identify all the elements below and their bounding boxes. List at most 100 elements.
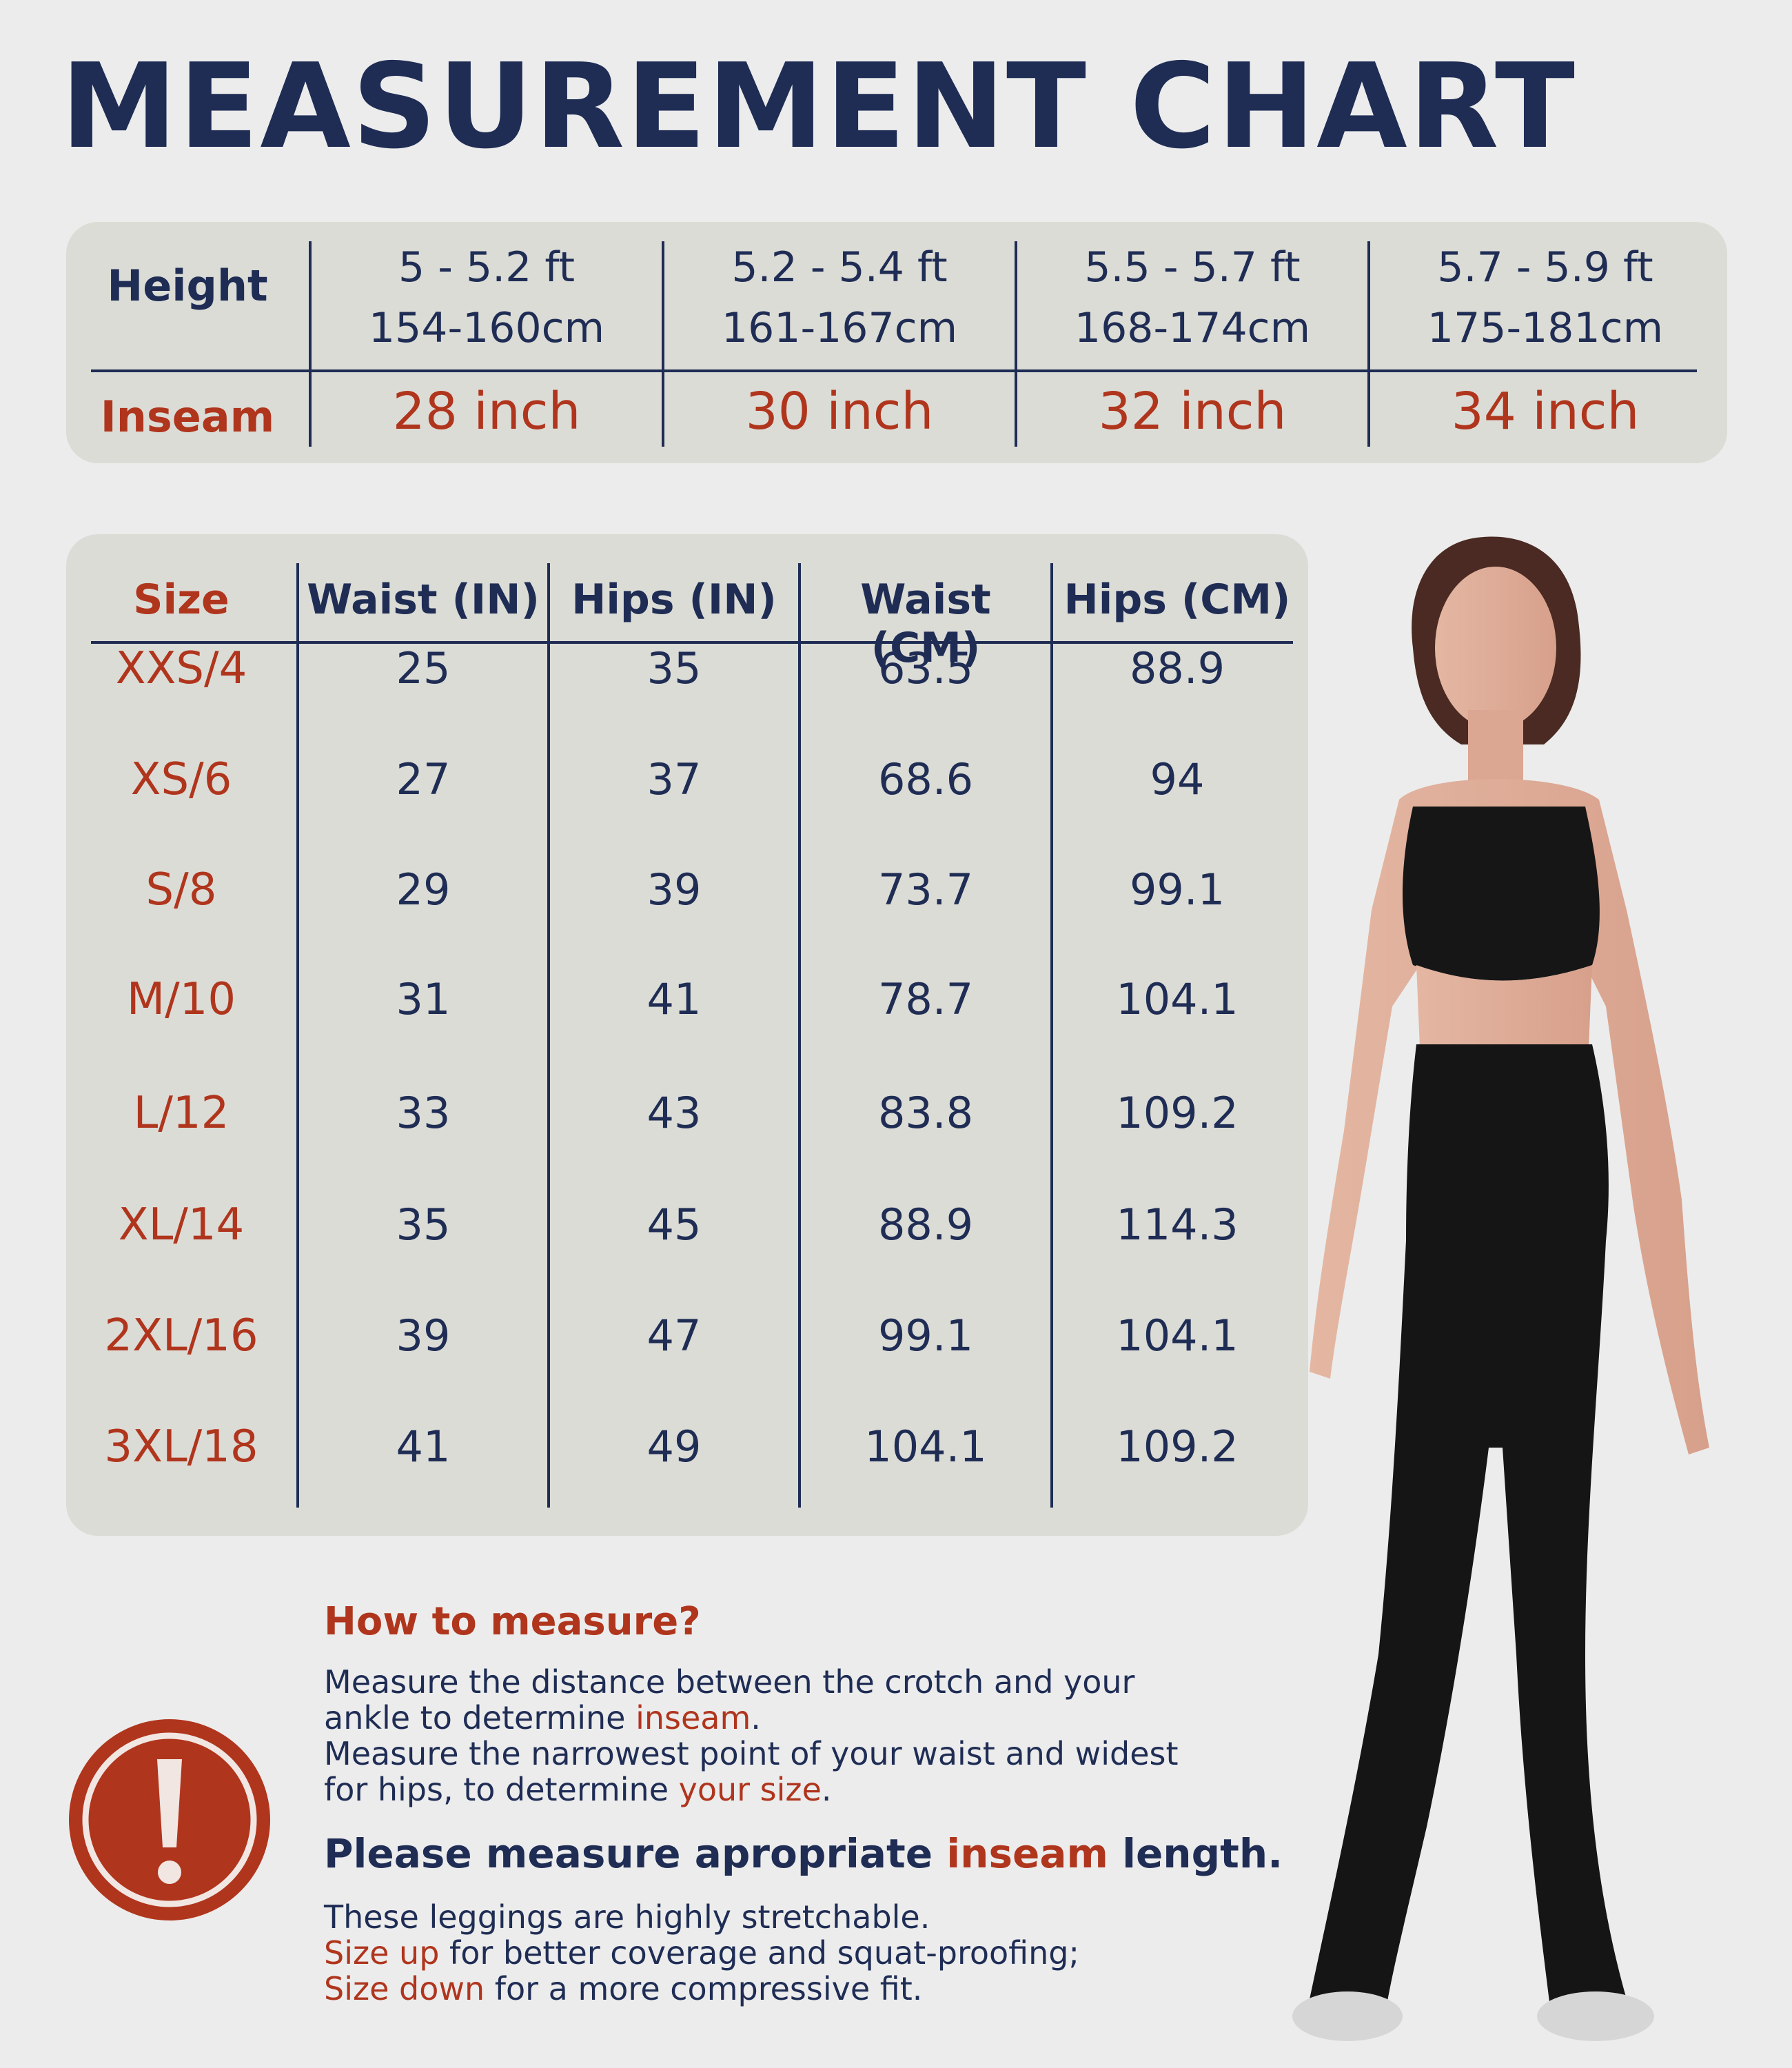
- hips-in-cell: 39: [646, 864, 702, 915]
- inseam-value: 34 inch: [1451, 382, 1640, 441]
- waist-in-cell: 39: [396, 1310, 451, 1361]
- instruction-line: Measure the narrowest point of your wais…: [324, 1735, 1179, 1772]
- instruction-line: ankle to determine inseam.: [324, 1700, 1192, 1736]
- height-ft: 5 - 5.2 ft: [398, 243, 576, 292]
- height-cm: 175-181cm: [1427, 304, 1664, 352]
- waist-cm-header: Waist (CM): [860, 576, 991, 672]
- hips-cm-cell: 99.1: [1129, 864, 1225, 915]
- hips-in-cell: 49: [646, 1421, 702, 1472]
- height-cm: 168-174cm: [1074, 304, 1311, 352]
- height-range: 5.2 - 5.4 ft 161-167cm: [664, 237, 1015, 358]
- text-part: for better coverage and squat-proofing;: [439, 1934, 1080, 1971]
- hips-cm-cell: 104.1: [1116, 1310, 1239, 1361]
- hips-in-cell: 35: [646, 643, 702, 693]
- table-divider: [91, 369, 1697, 372]
- hips-in-cell: 37: [646, 754, 702, 804]
- column-divider: [798, 563, 801, 1508]
- size-cell: L/12: [133, 1088, 230, 1139]
- your-size-highlight: your size: [678, 1771, 822, 1808]
- waist-in-cell: 31: [396, 974, 451, 1024]
- waist-cm-cell: 104.1: [864, 1421, 987, 1472]
- size-header: Size: [133, 576, 230, 624]
- size-cell: XS/6: [130, 754, 232, 805]
- text-part: for a more compressive fit.: [485, 1970, 923, 2007]
- column-divider: [296, 563, 299, 1508]
- text-part: Please measure apropriate: [324, 1830, 947, 1877]
- waist-cm-cell: 83.8: [877, 1088, 974, 1138]
- inseam-value: 30 inch: [745, 382, 934, 441]
- table-divider: [91, 641, 1293, 644]
- size-table: Size Waist (IN) Hips (IN) Waist (CM) Hip…: [66, 534, 1308, 1536]
- inseam-value: 32 inch: [1098, 382, 1287, 441]
- height-ft: 5.7 - 5.9 ft: [1437, 243, 1653, 292]
- column-divider: [547, 563, 550, 1508]
- text-part: length.: [1108, 1830, 1283, 1877]
- size-up-highlight: Size up: [324, 1934, 440, 1971]
- size-cell: M/10: [126, 974, 236, 1025]
- size-cell: 2XL/16: [104, 1310, 258, 1361]
- height-ft: 5.5 - 5.7 ft: [1084, 243, 1301, 292]
- text-part: ankle to determine: [324, 1699, 636, 1736]
- instruction-line: Measure the distance between the crotch …: [324, 1663, 1135, 1701]
- page-title: MEASUREMENT CHART: [61, 39, 1576, 175]
- hips-in-cell: 47: [646, 1310, 702, 1361]
- hips-cm-cell: 94: [1150, 754, 1205, 804]
- hips-cm-cell: 114.3: [1116, 1199, 1239, 1250]
- hips-in-cell: 41: [646, 974, 702, 1024]
- height-range: 5 - 5.2 ft 154-160cm: [312, 237, 662, 358]
- hips-cm-cell: 104.1: [1116, 974, 1239, 1024]
- height-range: 5.7 - 5.9 ft 175-181cm: [1370, 237, 1720, 358]
- waist-in-header: Waist (IN): [307, 576, 540, 624]
- column-divider: [662, 241, 664, 447]
- text-part: .: [821, 1771, 832, 1808]
- hips-in-cell: 43: [646, 1088, 702, 1138]
- model-photo: [1292, 536, 1709, 2041]
- how-to-measure-text: Measure the distance between the crotch …: [324, 1664, 1192, 1807]
- inseam-notice: Please measure apropriate inseam length.: [324, 1830, 1283, 1877]
- height-range: 5.5 - 5.7 ft 168-174cm: [1017, 237, 1367, 358]
- waist-cm-cell: 68.6: [877, 754, 974, 804]
- size-cell: 3XL/18: [104, 1421, 258, 1472]
- height-inseam-table: Height Inseam 5 - 5.2 ft 154-160cm 5.2 -…: [66, 222, 1727, 463]
- inseam-value: 28 inch: [392, 382, 581, 441]
- exclamation-circle-icon: [69, 1719, 270, 1920]
- waist-cm-cell: 99.1: [877, 1310, 974, 1361]
- stretch-line: Size down for a more compressive fit.: [324, 1971, 1192, 2007]
- instruction-line: for hips, to determine your size.: [324, 1772, 1192, 1807]
- stretch-line: Size up for better coverage and squat-pr…: [324, 1935, 1192, 1971]
- waist-in-cell: 35: [396, 1199, 451, 1250]
- height-ft: 5.2 - 5.4 ft: [731, 243, 948, 292]
- inseam-label: Inseam: [100, 392, 275, 442]
- hips-in-cell: 45: [646, 1199, 702, 1250]
- hips-in-header: Hips (IN): [571, 576, 777, 624]
- inseam-highlight: inseam: [635, 1699, 751, 1736]
- waist-in-cell: 27: [396, 754, 451, 804]
- height-cm: 161-167cm: [721, 304, 958, 352]
- waist-in-cell: 33: [396, 1088, 451, 1138]
- waist-cm-cell: 88.9: [877, 1199, 974, 1250]
- waist-in-cell: 29: [396, 864, 451, 915]
- size-down-highlight: Size down: [324, 1970, 485, 2007]
- waist-cm-cell: 78.7: [877, 974, 974, 1024]
- size-cell: XL/14: [118, 1199, 245, 1250]
- stretch-text: These leggings are highly stretchable. S…: [324, 1899, 1192, 2007]
- height-cm: 154-160cm: [368, 304, 605, 352]
- hips-cm-cell: 88.9: [1129, 643, 1225, 693]
- column-divider: [1015, 241, 1017, 447]
- hips-cm-cell: 109.2: [1116, 1421, 1239, 1472]
- hips-cm-cell: 109.2: [1116, 1088, 1239, 1138]
- stretch-line: These leggings are highly stretchable.: [324, 1898, 930, 1936]
- waist-in-cell: 25: [396, 643, 451, 693]
- height-label: Height: [107, 261, 268, 311]
- size-cell: XXS/4: [115, 643, 247, 694]
- column-divider: [309, 241, 312, 447]
- hips-cm-header: Hips (CM): [1063, 576, 1291, 624]
- waist-in-cell: 41: [396, 1421, 451, 1472]
- size-cell: S/8: [145, 864, 217, 915]
- how-to-measure-title: How to measure?: [324, 1599, 701, 1644]
- column-divider: [1050, 563, 1053, 1508]
- text-part: for hips, to determine: [324, 1771, 679, 1808]
- inseam-highlight: inseam: [946, 1830, 1108, 1877]
- waist-cm-cell: 73.7: [877, 864, 974, 915]
- waist-cm-cell: 63.5: [877, 643, 974, 693]
